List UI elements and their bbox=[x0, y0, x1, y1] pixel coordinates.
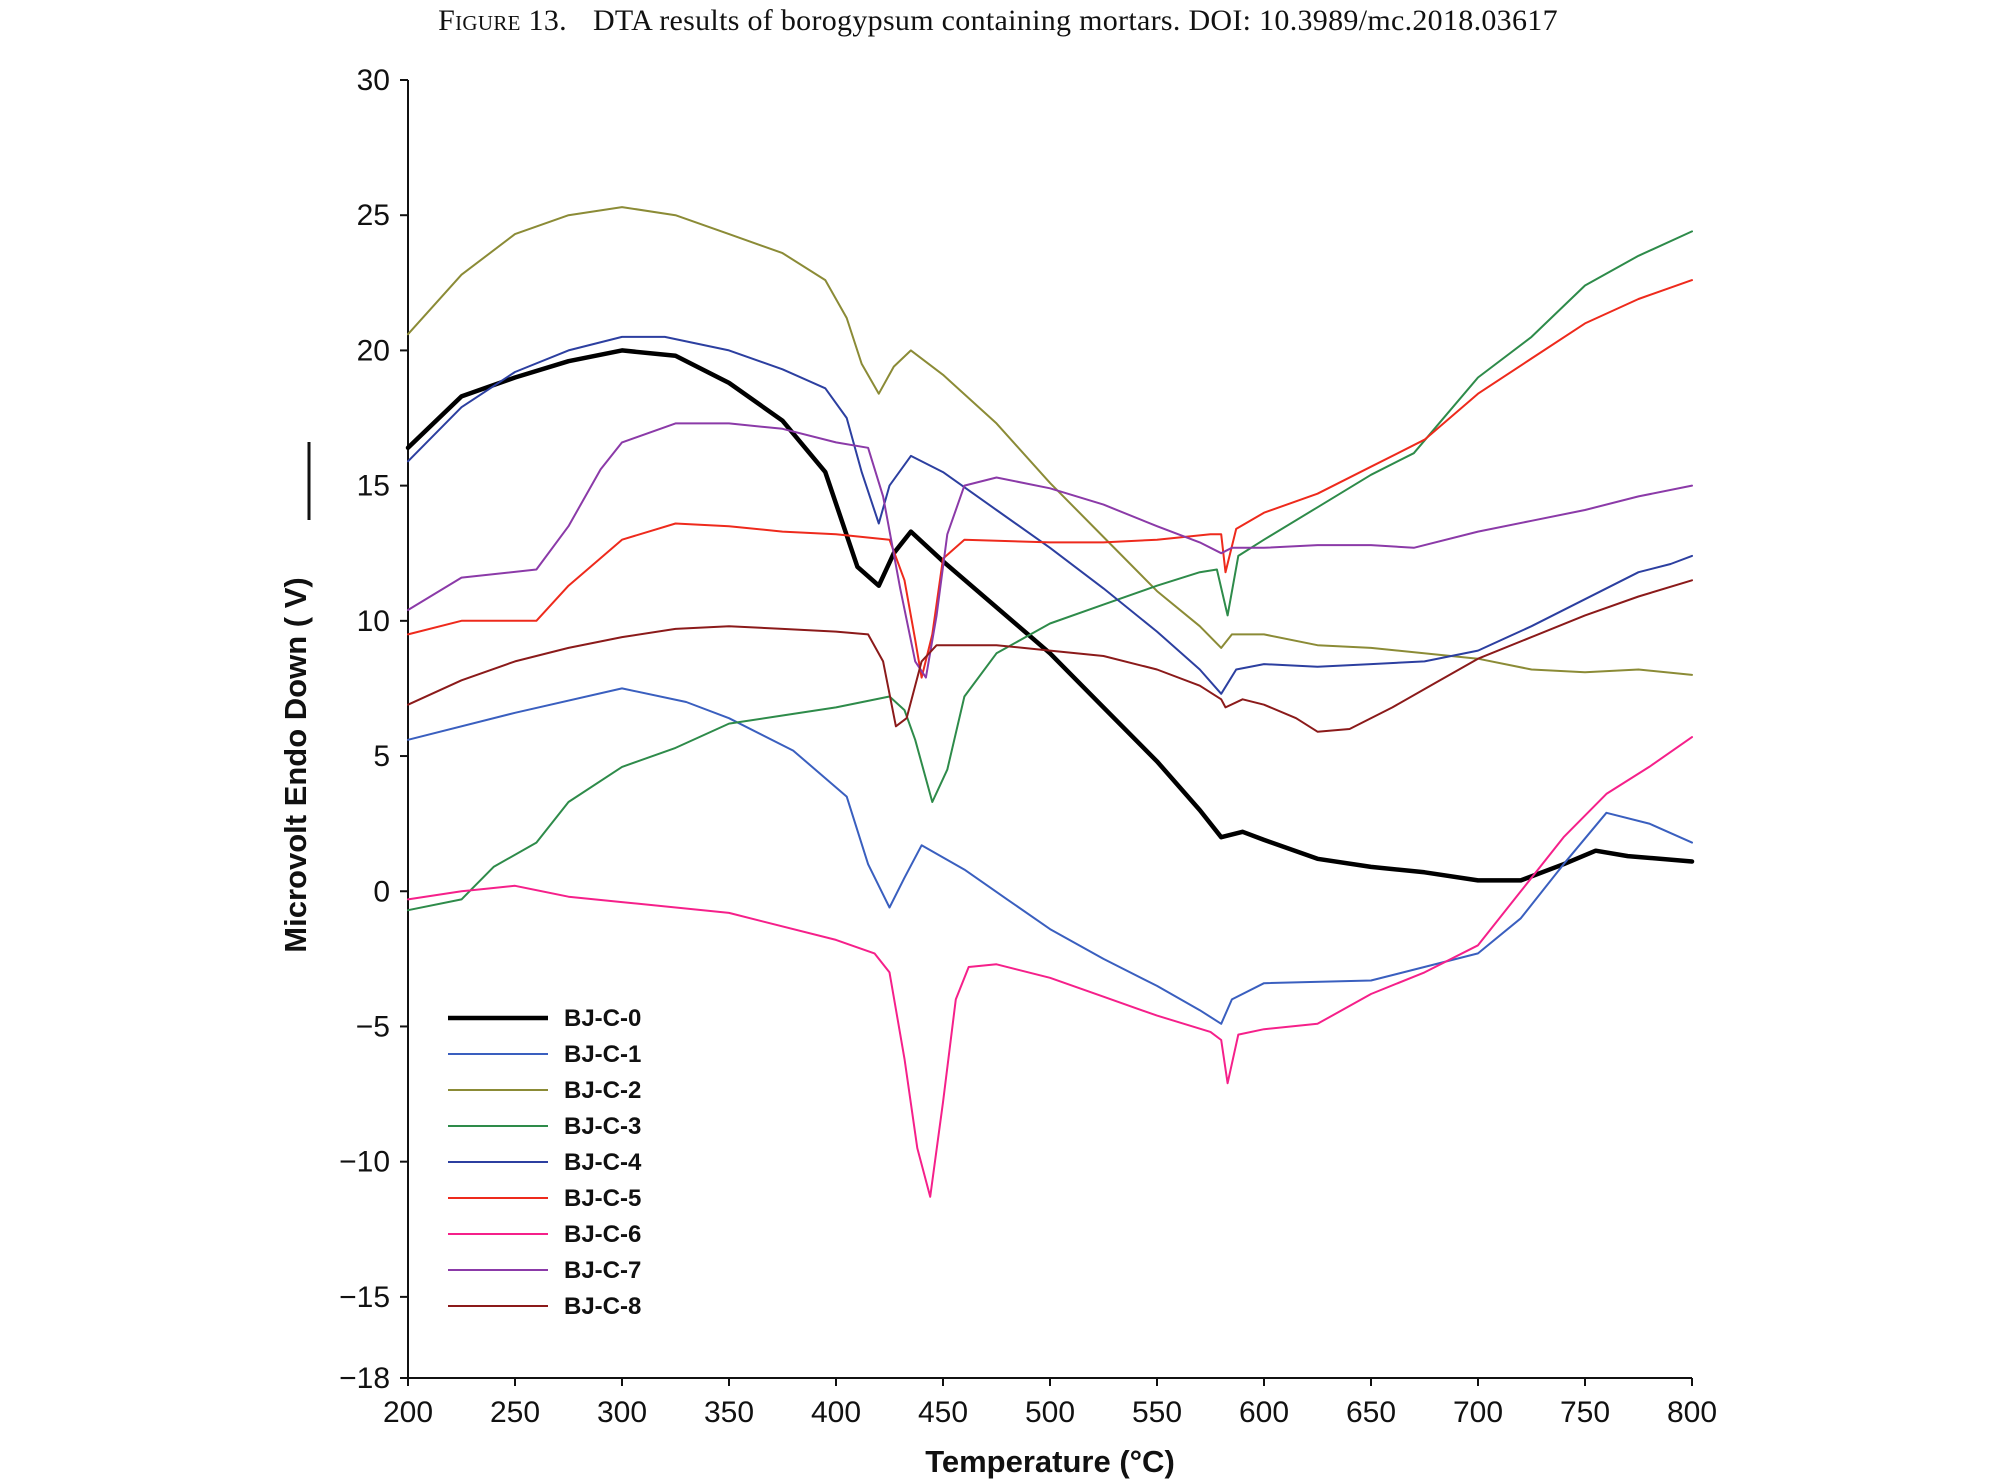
y-tick-label: 30 bbox=[357, 64, 390, 97]
series-line-bj-c-2 bbox=[407, 206, 1693, 676]
legend-label: BJ-C-6 bbox=[564, 1221, 641, 1248]
x-axis-ticks: 200 250 300 350 400 450 500 550 600 650 700 750 800 bbox=[383, 1378, 1717, 1429]
legend-item: BJ-C-5 bbox=[448, 1185, 641, 1212]
figure-caption: Figure 13. DTA results of borogypsum cont… bbox=[0, 4, 1996, 38]
x-tick-label: 700 bbox=[1453, 1396, 1503, 1429]
legend-item: BJ-C-4 bbox=[448, 1149, 642, 1176]
legend: BJ-C-0 BJ-C-1 BJ-C-2 BJ-C-3 BJ-C-4 BJ-C-5 BJ-C… bbox=[448, 1005, 642, 1320]
series-line-bj-c-6 bbox=[407, 736, 1693, 1198]
y-tick-label: −15 bbox=[339, 1281, 390, 1314]
x-tick-label: 800 bbox=[1667, 1396, 1717, 1429]
legend-item: BJ-C-3 bbox=[448, 1113, 641, 1140]
x-tick-label: 300 bbox=[597, 1396, 647, 1429]
series-line-bj-c-8 bbox=[407, 579, 1693, 733]
figure-label: Figure 13. bbox=[438, 4, 567, 37]
axes bbox=[407, 80, 1692, 1379]
x-axis-title: Temperature (°C) bbox=[925, 1444, 1175, 1479]
y-tick-label: 15 bbox=[357, 470, 390, 503]
legend-label: BJ-C-0 bbox=[564, 1005, 641, 1032]
legend-item: BJ-C-1 bbox=[448, 1041, 641, 1068]
x-tick-label: 200 bbox=[383, 1396, 433, 1429]
y-tick-label: 10 bbox=[357, 605, 390, 638]
y-axis-ticks: 30 25 20 15 10 5 0 −5 −10 −15 −18 bbox=[339, 64, 408, 1395]
legend-label: BJ-C-3 bbox=[564, 1113, 641, 1140]
legend-item: BJ-C-0 bbox=[448, 1005, 641, 1032]
x-tick-label: 500 bbox=[1025, 1396, 1075, 1429]
legend-label: BJ-C-1 bbox=[564, 1041, 641, 1068]
legend-item: BJ-C-6 bbox=[448, 1221, 641, 1248]
series-lines bbox=[405, 206, 1695, 1198]
x-tick-label: 550 bbox=[1132, 1396, 1182, 1429]
y-tick-label: 20 bbox=[357, 334, 390, 367]
y-tick-label: −18 bbox=[339, 1362, 390, 1395]
y-tick-label: −10 bbox=[339, 1146, 390, 1179]
series-line-bj-c-0 bbox=[405, 348, 1695, 883]
series-line-bj-c-5 bbox=[407, 279, 1693, 679]
legend-label: BJ-C-8 bbox=[564, 1293, 641, 1320]
figure-caption-text: DTA results of borogypsum containing mor… bbox=[592, 4, 1558, 37]
series-line-bj-c-4 bbox=[407, 335, 1693, 695]
legend-label: BJ-C-2 bbox=[564, 1077, 641, 1104]
x-tick-label: 450 bbox=[918, 1396, 968, 1429]
y-tick-label: 5 bbox=[373, 740, 390, 773]
legend-label: BJ-C-4 bbox=[564, 1149, 642, 1176]
y-tick-label: 25 bbox=[357, 199, 390, 232]
x-tick-label: 750 bbox=[1560, 1396, 1610, 1429]
x-tick-label: 600 bbox=[1239, 1396, 1289, 1429]
legend-item: BJ-C-7 bbox=[448, 1257, 641, 1284]
legend-label: BJ-C-5 bbox=[564, 1185, 641, 1212]
y-tick-label: 0 bbox=[373, 875, 390, 908]
series-line-bj-c-7 bbox=[407, 422, 1693, 679]
legend-label: BJ-C-7 bbox=[564, 1257, 641, 1284]
legend-item: BJ-C-2 bbox=[448, 1077, 641, 1104]
legend-item: BJ-C-8 bbox=[448, 1293, 641, 1320]
x-tick-label: 250 bbox=[490, 1396, 540, 1429]
y-axis-title: Microvolt Endo Down ( V) bbox=[278, 577, 313, 952]
x-tick-label: 400 bbox=[811, 1396, 861, 1429]
series-line-bj-c-3 bbox=[407, 230, 1693, 912]
y-tick-label: −5 bbox=[356, 1010, 390, 1043]
x-tick-label: 650 bbox=[1346, 1396, 1396, 1429]
x-tick-label: 350 bbox=[704, 1396, 754, 1429]
series-line-bj-c-1 bbox=[407, 687, 1693, 1025]
